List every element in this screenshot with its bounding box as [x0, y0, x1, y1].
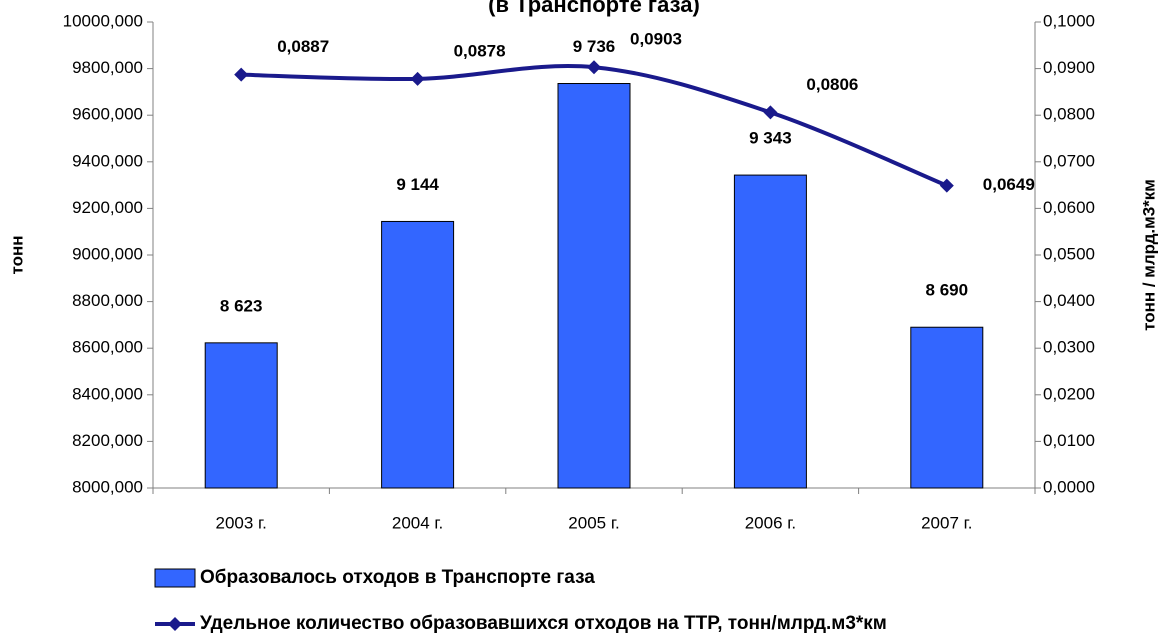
line-marker [939, 178, 954, 193]
x-tick-label: 2006 г. [745, 513, 796, 532]
y2-tick-label: 0,0200 [1043, 384, 1095, 403]
x-tick-label: 2005 г. [568, 513, 619, 532]
y2-tick-label: 0,0700 [1043, 151, 1095, 170]
y2-tick-label: 0,0800 [1043, 105, 1095, 124]
y2-tick-label: 0,0500 [1043, 244, 1095, 263]
y-tick-label: 9800,000 [72, 58, 143, 77]
x-tick-label: 2003 г. [216, 513, 267, 532]
bar [204, 342, 278, 489]
bar-value-label: 9 736 [573, 37, 616, 56]
y-tick-label: 8200,000 [72, 431, 143, 450]
line-marker [763, 105, 778, 120]
y2-tick-label: 0,0400 [1043, 291, 1095, 310]
y-tick-label: 9600,000 [72, 105, 143, 124]
bar [733, 174, 807, 489]
y2-tick-label: 0,0900 [1043, 58, 1095, 77]
bar [910, 326, 984, 489]
bar-value-label: 8 623 [220, 296, 263, 315]
y2-tick-label: 0,0000 [1043, 477, 1095, 496]
y-tick-label: 9400,000 [72, 151, 143, 170]
x-tick-label: 2004 г. [392, 513, 443, 532]
legend-swatch [154, 568, 196, 588]
line-marker [410, 71, 425, 86]
y-tick-label: 10000,000 [63, 11, 143, 30]
y2-tick-label: 0,0600 [1043, 198, 1095, 217]
y2-axis-label: тонн / млрд.м3*км [1139, 179, 1158, 331]
y-tick-label: 8600,000 [72, 338, 143, 357]
legend-marker [168, 617, 182, 631]
y-tick-label: 8400,000 [72, 384, 143, 403]
line-value-label: 0,0649 [983, 175, 1035, 194]
line-value-label: 0,0806 [806, 75, 858, 94]
y2-tick-label: 0,0300 [1043, 338, 1095, 357]
bar [381, 220, 455, 489]
bar-value-label: 9 144 [396, 175, 439, 194]
y-tick-label: 9000,000 [72, 244, 143, 263]
chart-title: (в Транспорте газа) [488, 0, 700, 17]
y-axis-label: тонн [7, 235, 26, 274]
y2-tick-label: 0,0100 [1043, 431, 1095, 450]
legend-label: Образовалось отходов в Транспорте газа [200, 567, 595, 588]
y-tick-label: 8000,000 [72, 477, 143, 496]
x-tick-label: 2007 г. [921, 513, 972, 532]
line-marker [587, 60, 601, 75]
bar [557, 83, 631, 489]
y-tick-label: 8800,000 [72, 291, 143, 310]
line-value-label: 0,0887 [277, 37, 329, 56]
bar-value-label: 9 343 [749, 129, 792, 148]
y-tick-label: 9200,000 [72, 198, 143, 217]
line-marker [234, 67, 249, 82]
line-value-label: 0,0903 [630, 30, 682, 49]
bar-value-label: 8 690 [926, 281, 969, 300]
legend-label: Удельное количество образовавшихся отход… [200, 613, 887, 634]
line-value-label: 0,0878 [454, 41, 506, 60]
y2-tick-label: 0,1000 [1043, 11, 1095, 30]
